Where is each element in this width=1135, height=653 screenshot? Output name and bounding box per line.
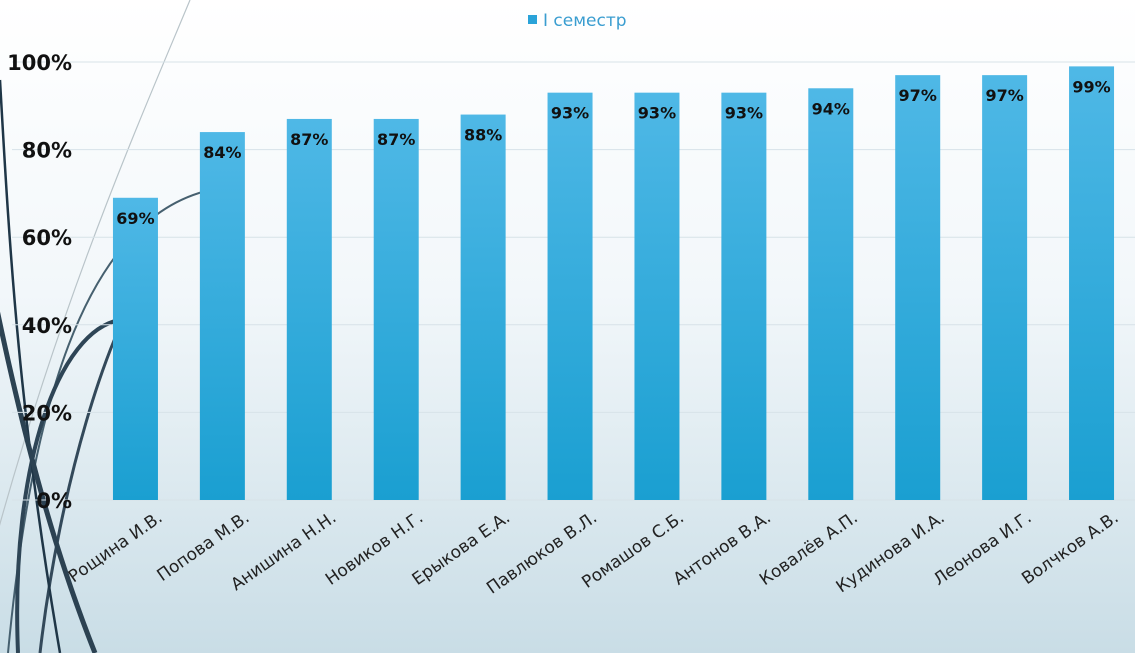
data-label: 93%: [725, 104, 763, 123]
bar: [634, 92, 680, 500]
bars: [112, 66, 1115, 500]
data-label: 94%: [812, 99, 850, 118]
x-tick-label: Волчков А.В.: [1018, 508, 1122, 589]
y-axis-ticks: 0% 20% 40% 60% 80% 100%: [7, 51, 72, 513]
data-label: 93%: [638, 104, 676, 123]
data-label: 87%: [290, 130, 328, 149]
data-labels: 69% 84% 87% 87% 88% 93% 93% 93% 94% 97% 97% 99%: [116, 77, 1110, 227]
y-tick-label: 100%: [7, 51, 72, 75]
legend-marker: [528, 15, 537, 24]
data-label: 93%: [551, 104, 589, 123]
bar: [373, 118, 419, 500]
data-label: 87%: [377, 130, 415, 149]
legend-label: I семестр: [543, 11, 627, 31]
bar: [112, 197, 158, 500]
data-label: 88%: [464, 126, 502, 145]
background-swoosh-decoration: [0, 0, 211, 653]
data-label: 97%: [899, 86, 937, 105]
bar: [1069, 66, 1115, 500]
bar: [895, 75, 941, 500]
bar: [982, 75, 1028, 500]
y-tick-label: 60%: [22, 226, 72, 250]
bar: [547, 92, 593, 500]
data-label: 84%: [203, 143, 241, 162]
data-label: 97%: [985, 86, 1023, 105]
legend: I семестр: [528, 11, 627, 31]
bar: [286, 118, 332, 500]
y-tick-label: 0%: [36, 489, 72, 513]
data-label: 99%: [1072, 77, 1110, 96]
bar: [460, 114, 506, 500]
x-tick-label: Рощина И.В.: [65, 508, 166, 587]
y-tick-label: 40%: [22, 314, 72, 338]
y-tick-label: 80%: [22, 139, 72, 163]
bar: [721, 92, 767, 500]
bar: [199, 132, 245, 500]
bar: [808, 88, 854, 500]
x-axis-ticks: Рощина И.В.Попова М.В.Анишина Н.Н.Новико…: [65, 508, 1123, 599]
data-label: 69%: [116, 209, 154, 228]
y-tick-label: 20%: [22, 401, 72, 425]
